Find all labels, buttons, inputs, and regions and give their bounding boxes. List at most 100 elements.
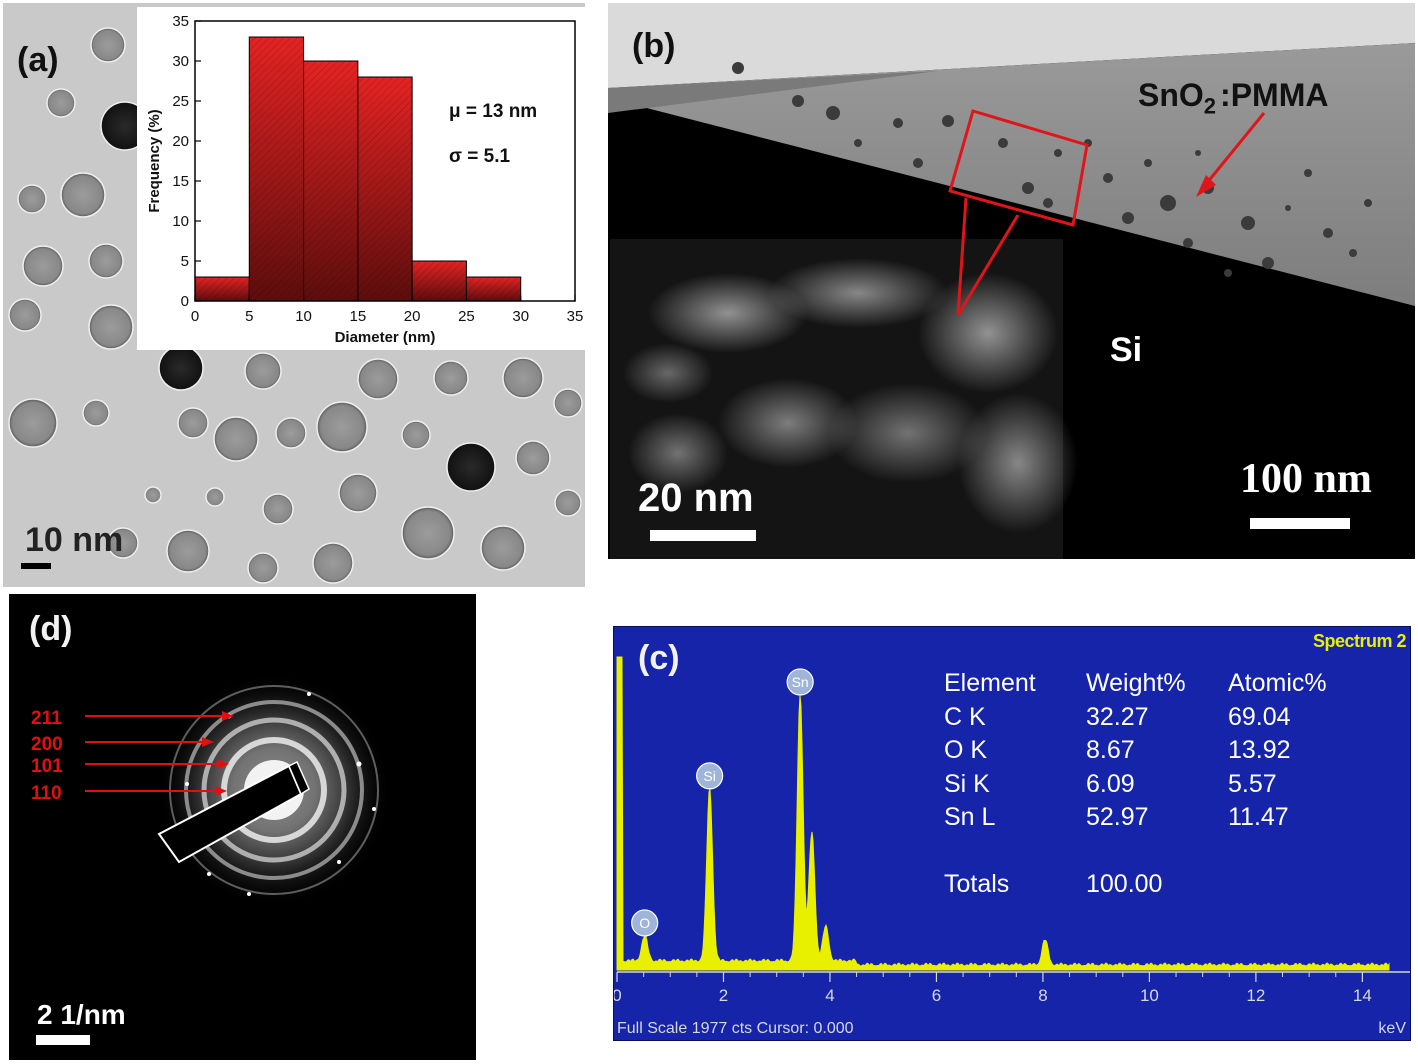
y-tick-label: 5 <box>181 253 189 270</box>
ring-label: 110 <box>31 783 62 804</box>
panel-label-d: (d) <box>29 610 73 648</box>
scale-bar-b-inset-label: 20 nm <box>638 476 754 520</box>
histogram-bar-hatch <box>466 277 521 301</box>
histogram-bar-hatch <box>412 261 467 301</box>
table-row: O K 8.67 13.92 <box>944 734 1370 768</box>
ring-label: 211 <box>31 708 62 729</box>
mean-annotation: μ = 13 nm <box>449 101 537 122</box>
scale-bar-d-label: 2 1/nm <box>37 999 126 1030</box>
table-row: Si K 6.09 5.57 <box>944 768 1370 802</box>
spectrum-name: Spectrum 2 <box>1312 631 1407 651</box>
x-tick-label: 15 <box>350 308 367 325</box>
histogram-bar-hatch <box>249 37 304 301</box>
x-tick-label: 12 <box>1246 986 1265 1005</box>
tem-image-b <box>608 3 1415 559</box>
scale-bar-b-main-label: 100 nm <box>1240 456 1372 502</box>
peak-label-bubble <box>786 668 814 696</box>
panel-label-c: (c) <box>638 639 680 677</box>
x-tick-label: 25 <box>458 308 475 325</box>
x-tick-label: 20 <box>404 308 421 325</box>
panel-label-a: (a) <box>17 41 59 79</box>
film-label-subscript: 2 <box>1203 93 1217 119</box>
callout-pointer <box>956 197 1020 316</box>
ring-label: 101 <box>31 756 63 777</box>
cell-weight: 8.67 <box>1086 736 1135 764</box>
footer-status: Full Scale 1977 cts Cursor: 0.000 <box>617 1020 854 1037</box>
x-tick-label: 35 <box>567 308 584 325</box>
film-label: SnO2:PMMA <box>1138 77 1328 119</box>
ring-arrowhead <box>215 786 227 796</box>
scale-bar-d <box>36 1035 90 1045</box>
histogram-bar-hatch <box>357 77 413 301</box>
y-tick-label: 35 <box>172 13 189 30</box>
cell-element: C K <box>944 702 986 731</box>
cell-atomic: 5.57 <box>1228 769 1277 798</box>
panel-a: (a) 10 nm 0 5 10 15 20 25 30 35 0 5 10 15 20 25 30 35 D… <box>3 3 585 587</box>
cell-element: Si K <box>944 769 990 798</box>
table-totals-row: Totals 100.00 <box>944 868 1370 902</box>
inset-hrtem <box>610 239 1078 559</box>
cell-weight: 52.97 <box>1086 803 1149 831</box>
table-row: C K 32.27 69.04 <box>944 701 1370 735</box>
cell-element: O K <box>944 736 988 764</box>
selection-box <box>948 109 1089 227</box>
cell-weight: 6.09 <box>1086 769 1135 798</box>
x-tick-label: 5 <box>245 308 253 325</box>
x-tick-label: 14 <box>1353 986 1372 1005</box>
x-tick-label: 6 <box>932 986 941 1005</box>
y-tick-label: 10 <box>172 213 189 230</box>
x-tick-label: 10 <box>1140 986 1159 1005</box>
peak-label-bubble <box>696 762 724 790</box>
panel-c: 0 2 4 6 8 10 12 14 O Si Sn (c) Spectrum 2 Element… <box>613 626 1411 1041</box>
sigma-annotation: σ = 5.1 <box>449 146 510 167</box>
panel-d: 211 200 101 110 (d) 2 1/nm <box>9 594 476 1060</box>
histogram-xlabel: Diameter (nm) <box>335 329 436 346</box>
histogram-frame <box>194 20 576 302</box>
y-tick-label: 20 <box>172 133 189 150</box>
eds-spectrum-trace <box>616 656 1390 971</box>
cell-atomic: 11.47 <box>1228 803 1289 831</box>
histogram-ylabel: Frequency (%) <box>146 109 163 212</box>
y-tick-label: 15 <box>172 173 189 190</box>
film-arrow <box>1200 112 1266 190</box>
scale-bar-b-main <box>1250 518 1350 529</box>
footer-unit: keV <box>1378 1020 1406 1037</box>
composition-table: Element Weight% Atomic% C K 32.27 69.04 … <box>944 667 1370 901</box>
diameter-histogram: 0 5 10 15 20 25 30 35 0 5 10 15 20 25 30 35 Diameter (n… <box>146 13 584 346</box>
scale-bar-a <box>21 563 51 569</box>
peak-label: O <box>639 915 650 931</box>
eds-spectrum: 0 2 4 6 8 10 12 14 O Si Sn <box>614 656 1410 1005</box>
histogram-bar-hatch <box>195 277 250 301</box>
spectrum-footer: Full Scale 1977 cts Cursor: 0.000 keV <box>614 1018 1410 1040</box>
ring-label: 200 <box>31 734 63 755</box>
x-tick-label: 4 <box>825 986 834 1005</box>
scale-bar-label-a: 10 nm <box>25 521 124 559</box>
cell-atomic: 13.92 <box>1228 736 1291 764</box>
x-tick-label: 8 <box>1038 986 1047 1005</box>
scale-bar-b-inset <box>650 530 756 541</box>
table-row: Sn L 52.97 11.47 <box>944 801 1370 835</box>
y-tick-label: 0 <box>181 293 189 310</box>
x-tick-label: 0 <box>191 308 199 325</box>
x-tick-label: 0 <box>614 986 622 1005</box>
ring-arrowhead <box>202 737 214 747</box>
totals-value: 100.00 <box>1086 869 1163 898</box>
film-label-main: SnO <box>1138 77 1204 113</box>
ring-arrowhead <box>222 711 234 721</box>
header-element: Element <box>944 669 1036 697</box>
x-tick-label: 2 <box>719 986 728 1005</box>
film-label-tail: :PMMA <box>1220 77 1329 113</box>
cell-weight: 32.27 <box>1086 702 1149 731</box>
panel-label-b: (b) <box>632 27 676 65</box>
y-tick-label: 30 <box>172 53 189 70</box>
panel-b: (b) SnO2:PMMA Si 100 nm 20 nm <box>608 3 1415 559</box>
nanoparticles <box>8 27 583 584</box>
table-header: Element Weight% Atomic% <box>944 667 1370 701</box>
ring-arrowhead <box>217 759 229 769</box>
peak-label: Si <box>703 768 715 784</box>
totals-label: Totals <box>944 869 1010 898</box>
peak-label: Sn <box>792 674 809 690</box>
peak-label-bubble <box>631 909 659 937</box>
y-tick-label: 25 <box>172 93 189 110</box>
